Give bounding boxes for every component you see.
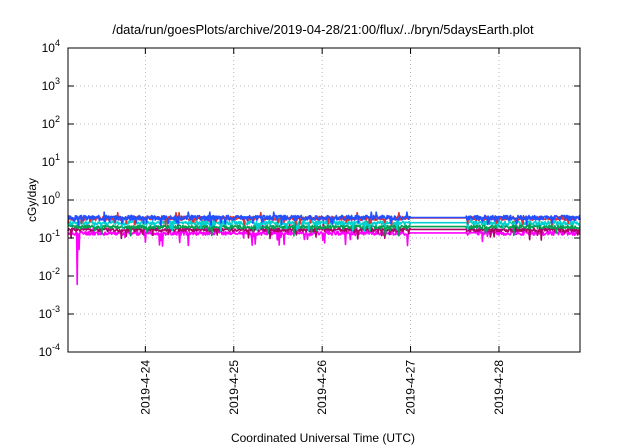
x-tick-label: 2019-4-25 [227, 360, 241, 415]
x-axis: 2019-4-24 2019-4-25 2019-4-26 2019-4-27 2019… [138, 48, 506, 415]
y-tick-label: 100 [42, 190, 60, 207]
y-axis-label: cGy/day [25, 178, 39, 222]
y-tick-label: 101 [42, 152, 60, 169]
series-line [67, 211, 581, 226]
x-axis-label: Coordinated Universal Time (UTC) [231, 431, 415, 445]
chart-title: /data/run/goesPlots/archive/2019-04-28/2… [112, 22, 534, 37]
y-tick-label: 10-4 [39, 342, 60, 359]
y-tick-label: 10-3 [39, 304, 60, 321]
series-line [67, 216, 581, 232]
x-tick-label: 2019-4-26 [315, 360, 329, 415]
y-tick-label: 103 [42, 76, 60, 93]
series-group [67, 211, 581, 286]
y-tick-label: 104 [42, 38, 60, 55]
series-line [67, 220, 581, 237]
y-tick-label: 102 [42, 114, 60, 131]
y-axis: 10-4 10-3 10-2 10-1 100 101 102 103 104 [39, 38, 580, 359]
y-tick-label: 10-2 [39, 266, 60, 283]
x-tick-label: 2019-4-24 [138, 360, 152, 415]
y-tick-label: 10-1 [39, 228, 60, 245]
x-tick-label: 2019-4-27 [404, 360, 418, 415]
grid [68, 48, 580, 352]
x-tick-label: 2019-4-28 [492, 360, 506, 415]
